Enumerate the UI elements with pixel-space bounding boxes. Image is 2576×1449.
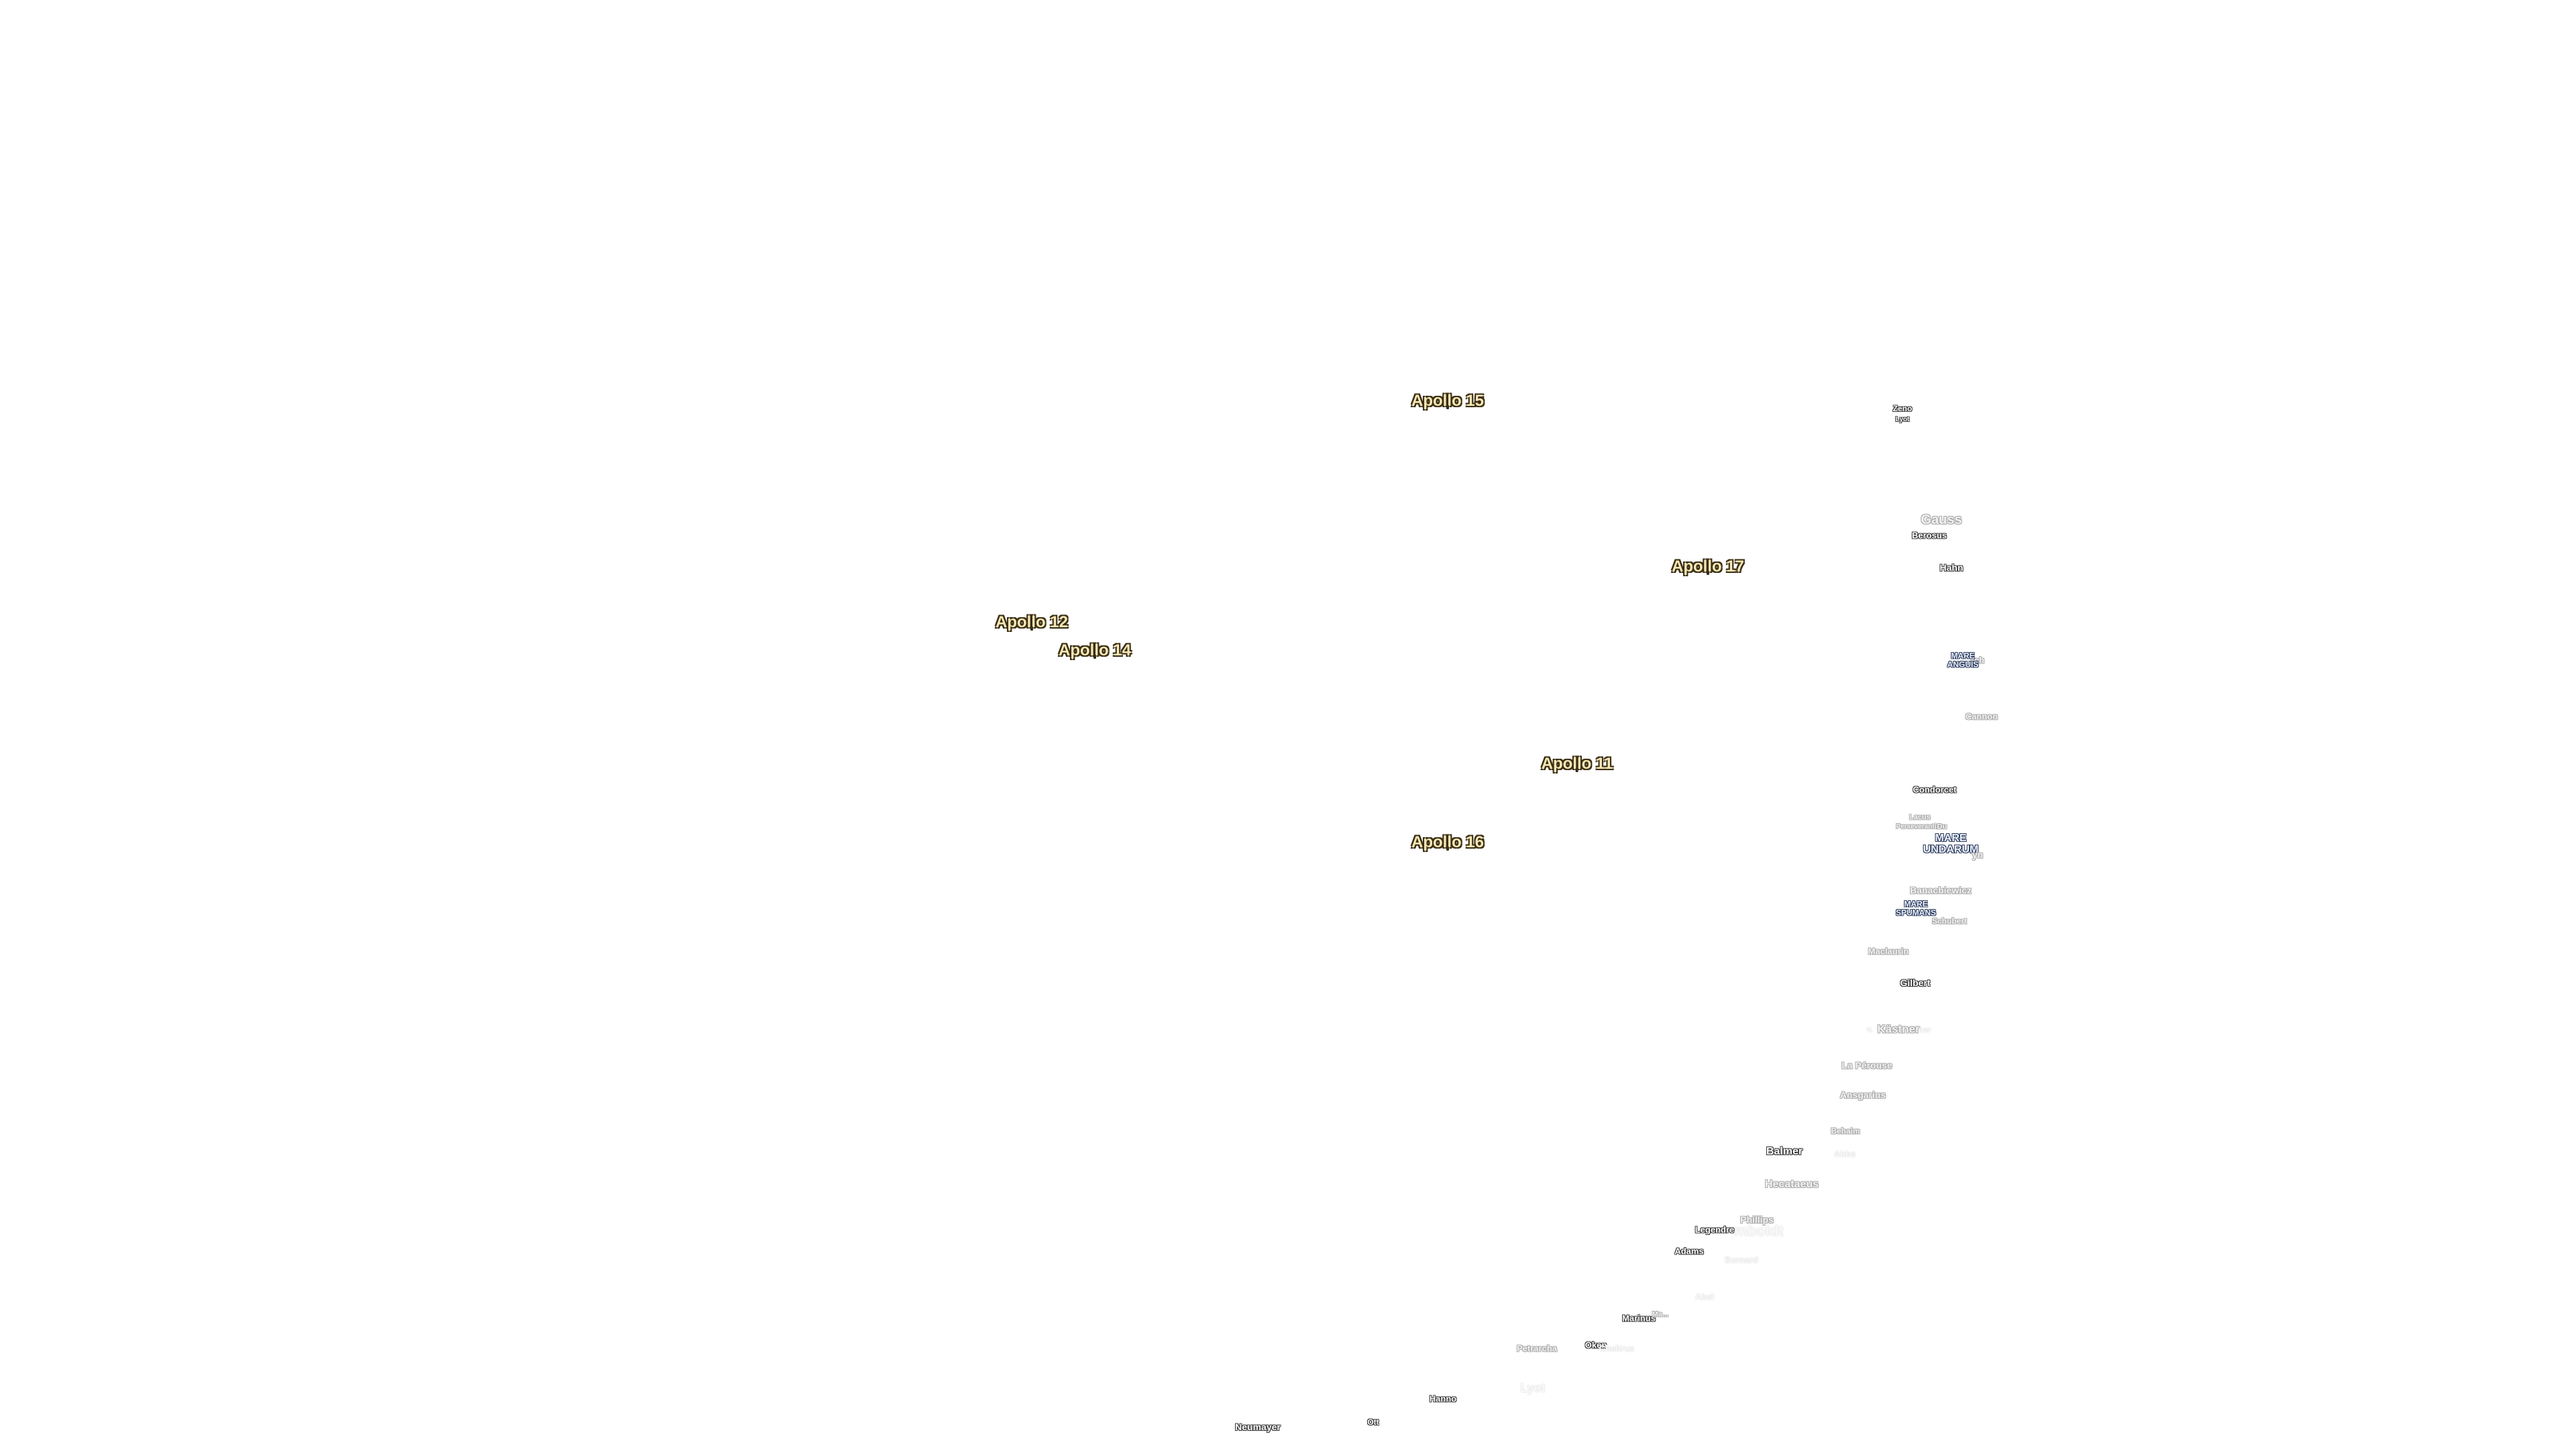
crater-label-schubert[interactable]: Schubert	[1931, 916, 1968, 926]
apollo-11-label[interactable]: Apollo 11	[1542, 756, 1613, 772]
crater-label-berosus[interactable]: Berosus	[1911, 530, 1947, 541]
crater-label-petrarcha[interactable]: Petrarcha	[1517, 1343, 1557, 1354]
crater-label-abbe[interactable]: Abbe	[1833, 1148, 1856, 1159]
apollo-14-label[interactable]: Apollo 14	[1059, 643, 1131, 659]
crater-label-banachiewicz[interactable]: Banachiewicz	[1910, 885, 1972, 896]
apollo-15-marker	[1446, 405, 1449, 409]
crater-label-kastner-right[interactable]: ner	[1918, 1025, 1931, 1034]
apollo-16-label[interactable]: Apollo 16	[1411, 835, 1484, 851]
apollo-17-label[interactable]: Apollo 17	[1672, 559, 1744, 575]
apollo-12-label[interactable]: Apollo 12	[996, 614, 1068, 631]
crater-label-gilbert[interactable]: Gilbert	[1900, 977, 1931, 988]
mare-anguis-line-1: MARE	[1951, 651, 1975, 661]
crater-label-kastner[interactable]: Kästner	[1877, 1022, 1920, 1036]
crater-label-ansgarius[interactable]: Ansgarius	[1839, 1089, 1886, 1100]
mare-anguis-line-2: ANGUIS	[1947, 659, 1979, 669]
apollo-17-marker	[1706, 571, 1709, 575]
crater-label-lyot[interactable]: Lyot	[1520, 1381, 1546, 1395]
crater-label-oken[interactable]: Oken	[1585, 1340, 1607, 1350]
crater-label-phillips[interactable]: Phillips	[1740, 1214, 1774, 1225]
crater-label-marinus-frag[interactable]: Ma...	[1652, 1310, 1669, 1319]
crater-label-kastner-left[interactable]: v.	[1866, 1024, 1873, 1034]
crater-label-adams[interactable]: Adams	[1674, 1246, 1704, 1256]
crater-label-ott[interactable]: Ott	[1367, 1417, 1379, 1427]
crater-label-hecataeus[interactable]: Hecataeus	[1764, 1179, 1819, 1190]
crater-label-bernard[interactable]: Bernard	[1725, 1254, 1758, 1265]
mare-label-anguis[interactable]: MARE ANGUIS	[1947, 651, 1979, 668]
crater-label-balmer[interactable]: Balmer	[1766, 1146, 1803, 1157]
crater-label-oken-frag[interactable]: Cheltrus	[1599, 1343, 1635, 1354]
crater-label-burckhardt[interactable]: rch	[1970, 655, 1985, 665]
crater-label-maclaurin[interactable]: Maclaurin	[1868, 946, 1909, 957]
lacus-label-line-2[interactable]: Perseverantiae	[1896, 823, 1944, 830]
crater-label-humboldt[interactable]: mboldt	[1734, 1222, 1784, 1239]
apollo-11-marker	[1576, 768, 1578, 772]
crater-label-hanno[interactable]: Hanno	[1429, 1393, 1457, 1404]
mare-label-spumans[interactable]: MARE SPUMANS	[1896, 900, 1936, 916]
crater-label-gauss[interactable]: Gauss	[1921, 513, 1962, 527]
mare-undarum-line-1: MARE	[1935, 833, 1967, 845]
crater-label-hahn[interactable]: Hahn	[1939, 562, 1964, 573]
crater-label-dubyago[interactable]: Du	[1937, 822, 1947, 831]
crater-label-behaim[interactable]: Behaim	[1831, 1126, 1860, 1136]
crater-label-kapteyn[interactable]: yn	[1972, 849, 1984, 860]
crater-label-la-perouse[interactable]: La Pérouse	[1841, 1060, 1892, 1071]
crater-label-legendre[interactable]: Legendre	[1695, 1224, 1735, 1235]
lacus-label-line-1[interactable]: Lacus	[1909, 813, 1931, 822]
mare-spumans-line-1: MARE	[1904, 899, 1928, 909]
crater-label-marinus[interactable]: Marinus	[1622, 1313, 1656, 1324]
mare-label-undarum[interactable]: MARE UNDARUM	[1923, 833, 1979, 856]
crater-label-zeno[interactable]: Zeno	[1892, 404, 1913, 413]
crater-label-abel[interactable]: Abel	[1695, 1291, 1715, 1302]
apollo-14-marker	[1093, 655, 1096, 659]
mare-undarum-line-2: UNDARUM	[1923, 844, 1979, 855]
apollo-12-marker	[1030, 627, 1033, 631]
crater-label-condorcet[interactable]: Condorcet	[1913, 784, 1957, 795]
mare-spumans-line-2: SPUMANS	[1895, 908, 1937, 917]
apollo-16-marker	[1446, 847, 1449, 851]
crater-label-cannon[interactable]: Cannon	[1965, 711, 1998, 722]
crater-label-neumayer[interactable]: Neumayer	[1235, 1421, 1281, 1432]
apollo-15-label[interactable]: Apollo 15	[1411, 393, 1484, 409]
crater-label-lyot-small[interactable]: Lyot	[1895, 416, 1910, 423]
